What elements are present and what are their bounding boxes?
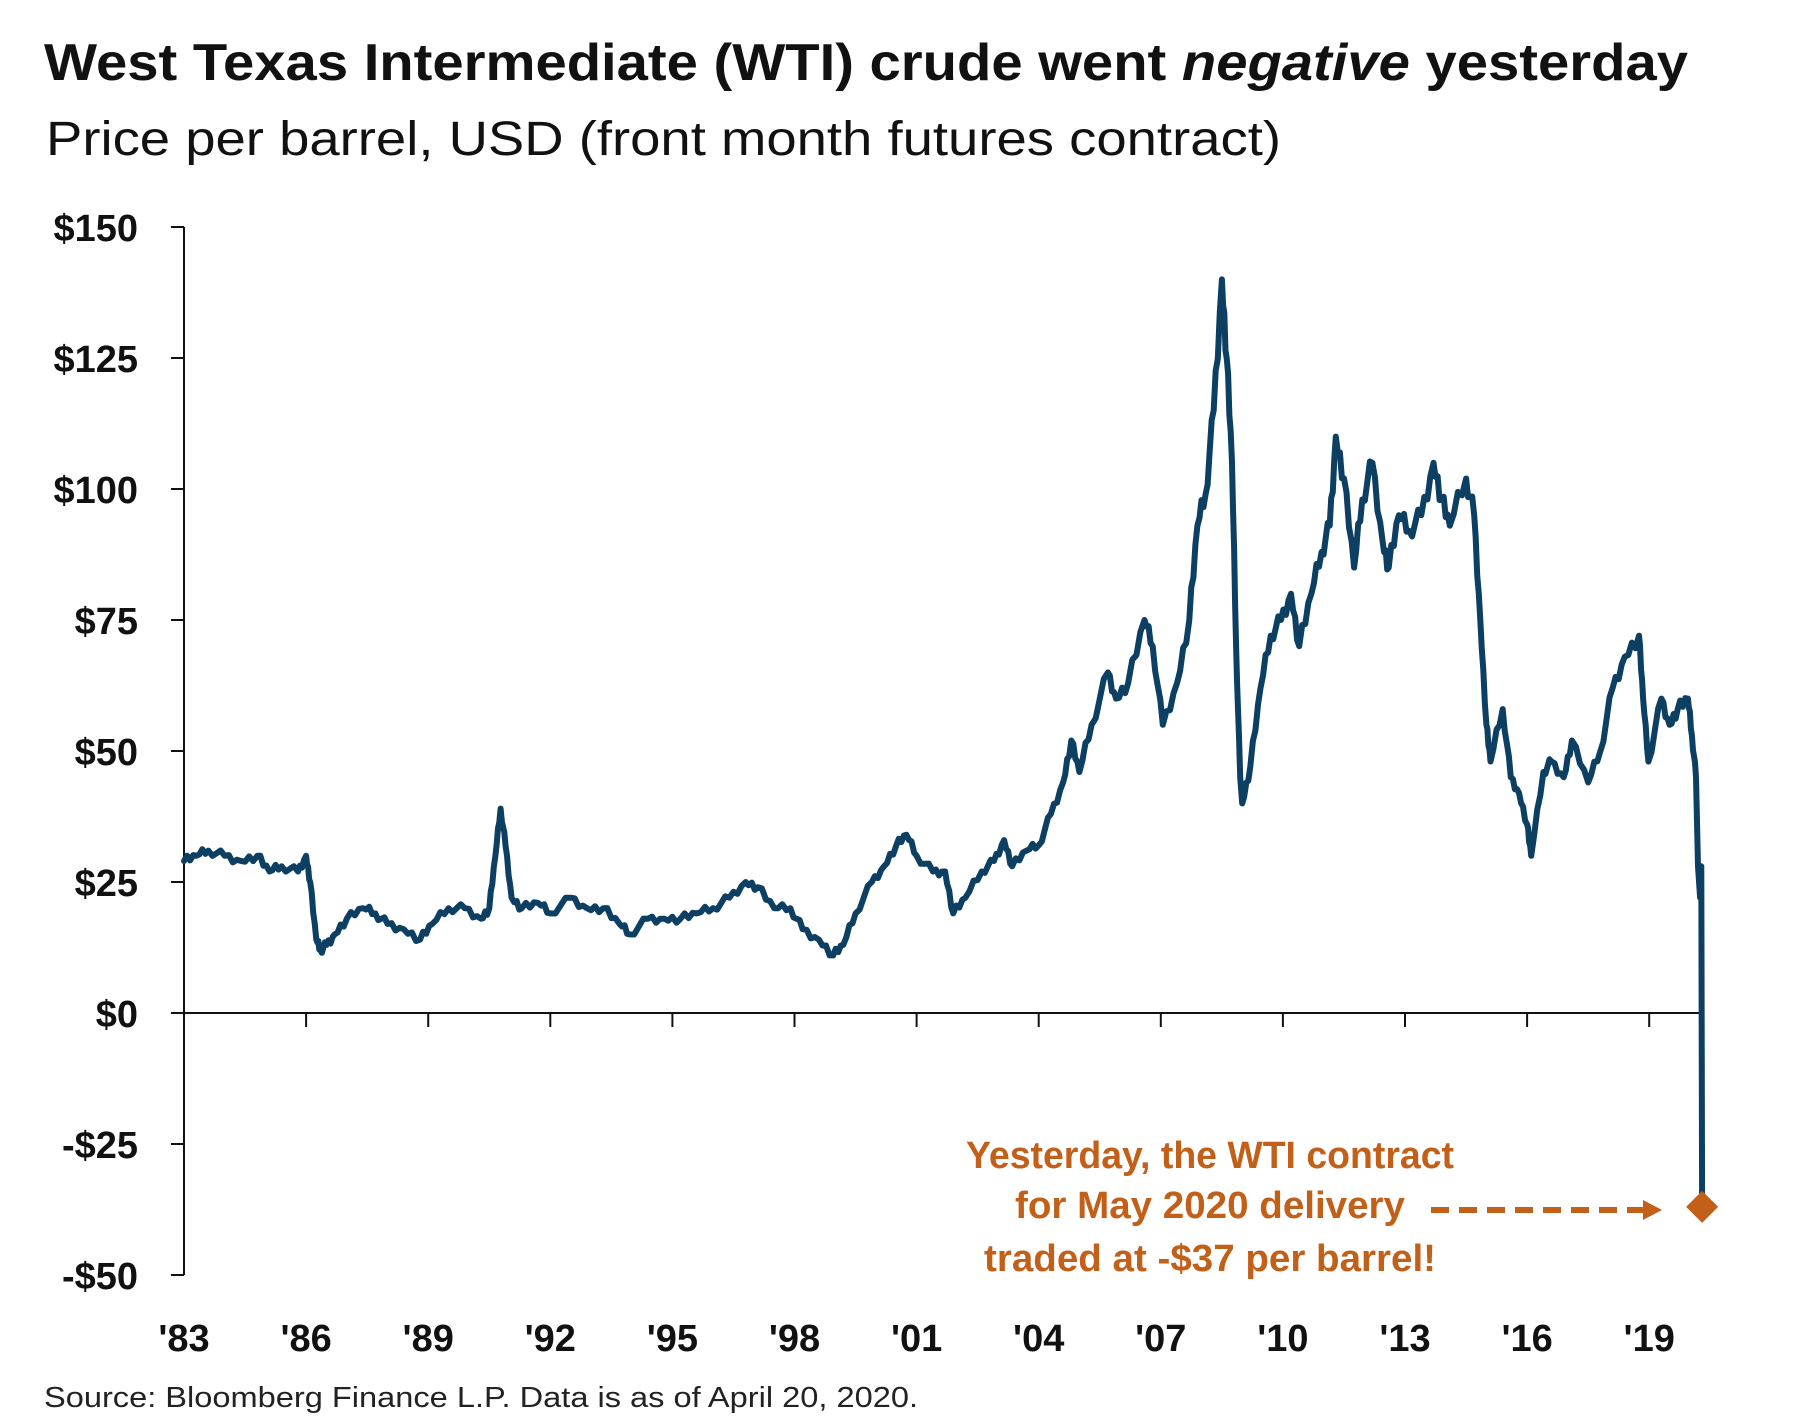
- x-tick-label: '86: [280, 1318, 331, 1360]
- annotation-line-3: traded at -$37 per barrel!: [984, 1238, 1436, 1280]
- y-axis: $150 $125 $100 $75 $50 $25 $0 -$25 -$50: [53, 208, 185, 1298]
- y-tick-label: -$50: [62, 1256, 138, 1298]
- x-tick-label: '83: [158, 1318, 209, 1360]
- x-tick-label: '13: [1379, 1318, 1430, 1360]
- x-tick-label: '92: [525, 1318, 576, 1360]
- y-tick-label: $25: [75, 863, 138, 905]
- x-tick-label: '04: [1013, 1318, 1064, 1360]
- title-emphasis: negative: [1182, 34, 1410, 92]
- annotation-line-2: for May 2020 delivery: [1015, 1185, 1405, 1227]
- y-tick-label: $50: [75, 732, 138, 774]
- negative-price-marker: [1686, 1190, 1719, 1223]
- chart-title: West Texas Intermediate (WTI) crude went…: [44, 34, 1688, 92]
- y-tick-label: $150: [53, 208, 138, 250]
- y-tick-label: $100: [53, 470, 138, 512]
- x-tick-label: '10: [1257, 1318, 1308, 1360]
- x-tick-label: '07: [1135, 1318, 1186, 1360]
- annotation: Yesterday, the WTI contract for May 2020…: [966, 1135, 1719, 1280]
- y-tick-label: $0: [96, 994, 138, 1036]
- x-tick-label: '89: [403, 1318, 454, 1360]
- x-tick-label: '95: [647, 1318, 698, 1360]
- annotation-arrowhead: [1643, 1200, 1662, 1220]
- x-tick-label: '01: [891, 1318, 942, 1360]
- y-tick-label: -$25: [62, 1125, 138, 1167]
- source-note: Source: Bloomberg Finance L.P. Data is a…: [44, 1382, 918, 1414]
- y-tick-label: $125: [53, 339, 138, 381]
- price-line: [181, 276, 1706, 1210]
- chart-subtitle: Price per barrel, USD (front month futur…: [46, 113, 1281, 166]
- y-tick-label: $75: [75, 601, 138, 643]
- annotation-line-1: Yesterday, the WTI contract: [966, 1135, 1454, 1177]
- x-tick-label: '98: [769, 1318, 820, 1360]
- x-tick-label: '19: [1624, 1318, 1675, 1360]
- x-tick-label: '16: [1501, 1318, 1552, 1360]
- x-axis: '83 '86 '89 '92 '95 '98 '01 '04 '07 '10 '13 '16 '19: [158, 1012, 1703, 1360]
